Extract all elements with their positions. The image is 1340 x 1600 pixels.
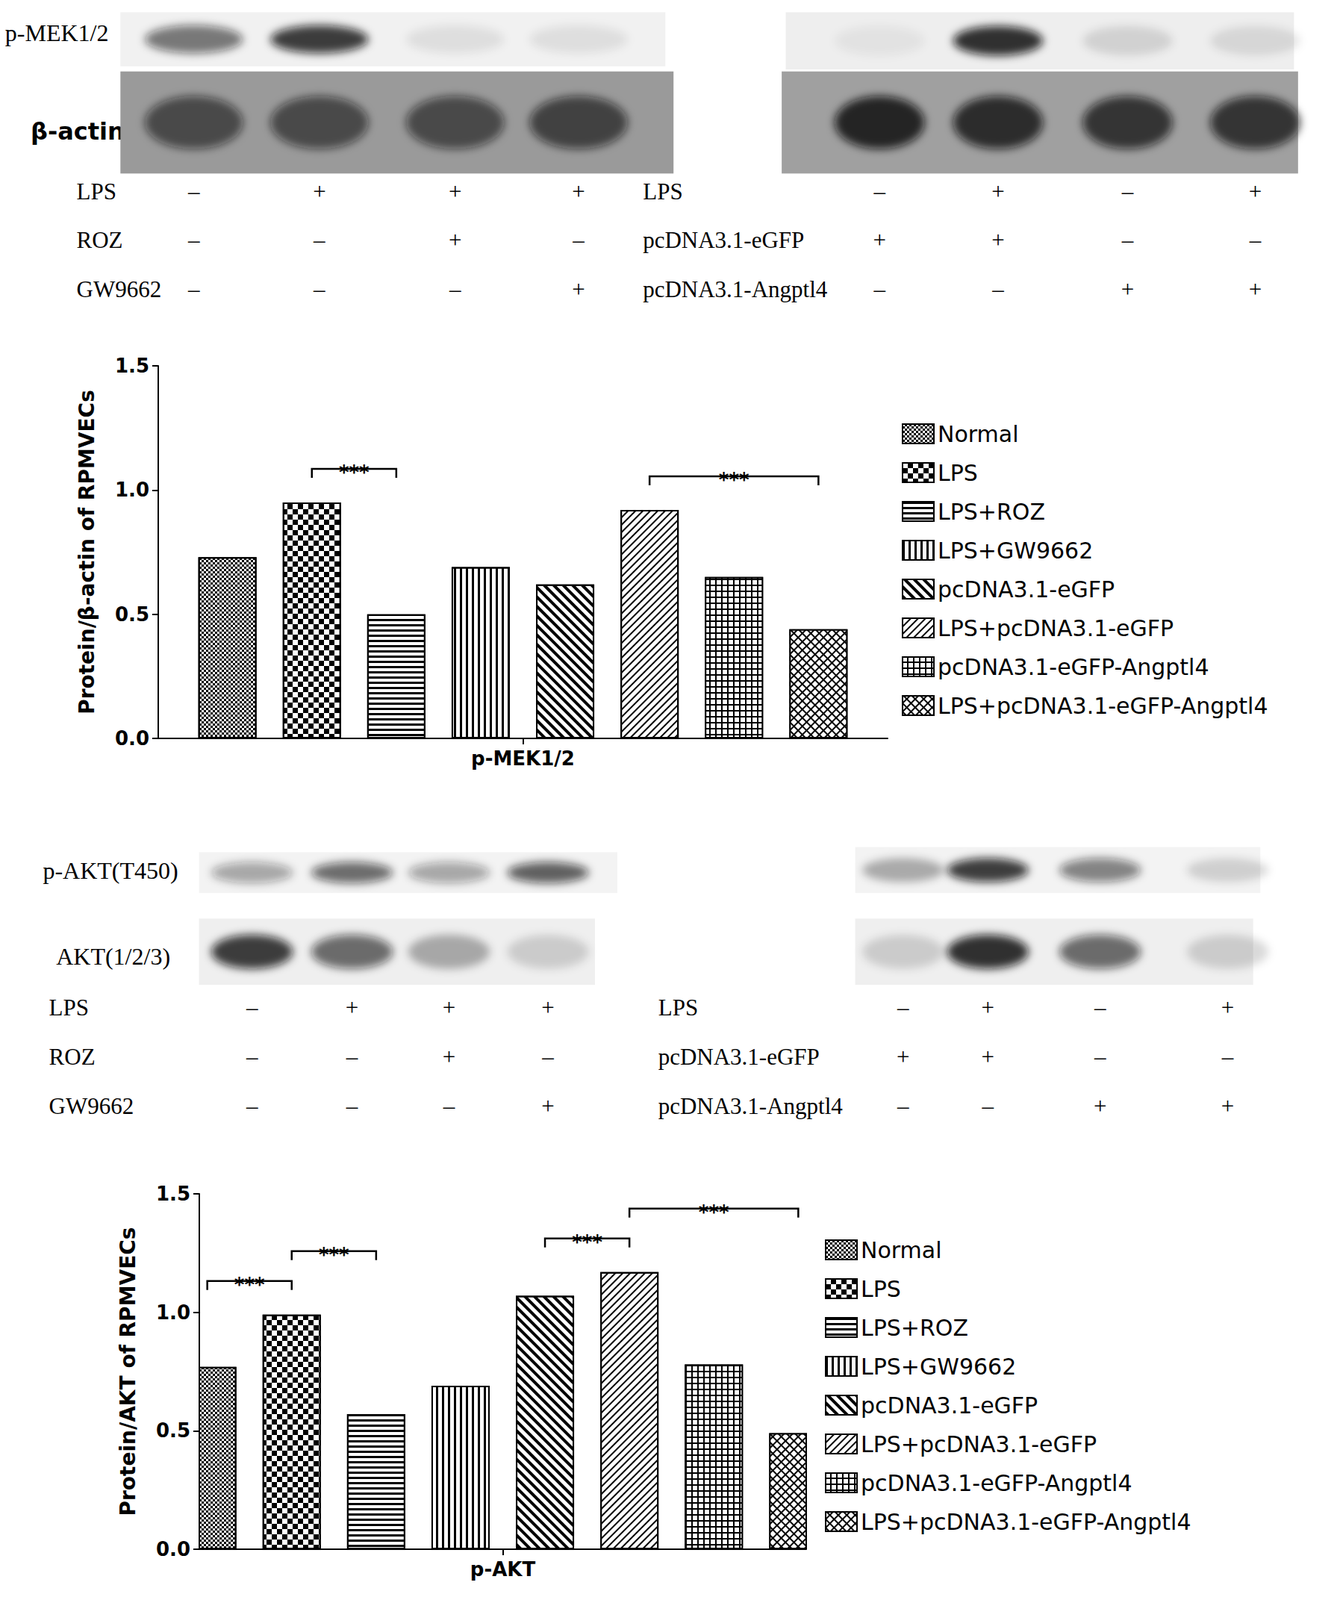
svg-text:–: – — [896, 1092, 910, 1120]
svg-text:LPS: LPS — [49, 994, 89, 1021]
svg-text:–: – — [1248, 226, 1262, 254]
svg-text:LPS+GW9662: LPS+GW9662 — [860, 1353, 1017, 1380]
svg-text:p-AKT(T450): p-AKT(T450) — [42, 857, 178, 884]
svg-text:+: + — [896, 1043, 910, 1070]
svg-text:+: + — [1248, 276, 1262, 303]
svg-text:+: + — [541, 1092, 554, 1120]
svg-text:–: – — [571, 226, 585, 254]
svg-text:LPS+GW9662: LPS+GW9662 — [937, 537, 1093, 564]
svg-text:–: – — [1221, 1043, 1234, 1070]
svg-text:LPS+pcDNA3.1-eGFP-Angptl4: LPS+pcDNA3.1-eGFP-Angptl4 — [860, 1508, 1192, 1535]
svg-text:p-AKT: p-AKT — [470, 1557, 536, 1581]
svg-text:+: + — [991, 226, 1005, 254]
svg-text:ROZ: ROZ — [49, 1043, 96, 1070]
svg-text:–: – — [896, 994, 910, 1021]
svg-text:LPS+ROZ: LPS+ROZ — [937, 498, 1046, 525]
svg-text:GW9662: GW9662 — [76, 276, 162, 303]
svg-text:–: – — [312, 276, 326, 303]
svg-text:1.5: 1.5 — [156, 1182, 191, 1205]
svg-text:+: + — [571, 276, 585, 303]
svg-text:–: – — [981, 1092, 995, 1120]
svg-text:LPS+ROZ: LPS+ROZ — [860, 1314, 969, 1341]
svg-text:***: *** — [234, 1273, 266, 1296]
svg-text:0.5: 0.5 — [156, 1419, 191, 1442]
svg-text:1.0: 1.0 — [156, 1301, 191, 1324]
svg-text:LPS: LPS — [642, 178, 683, 205]
svg-text:***: *** — [718, 468, 750, 492]
svg-text:–: – — [1121, 226, 1134, 254]
svg-text:pcDNA3.1-eGFP: pcDNA3.1-eGFP — [860, 1392, 1038, 1419]
svg-text:+: + — [1221, 994, 1234, 1021]
svg-text:Normal: Normal — [860, 1236, 943, 1264]
svg-text:1.5: 1.5 — [114, 354, 150, 377]
svg-text:0.0: 0.0 — [156, 1537, 191, 1561]
svg-text:1.0: 1.0 — [114, 478, 150, 501]
svg-text:p-MEK1/2: p-MEK1/2 — [471, 747, 575, 770]
svg-text:ROZ: ROZ — [76, 226, 124, 254]
svg-text:–: – — [187, 226, 201, 254]
svg-text:GW9662: GW9662 — [49, 1092, 135, 1120]
svg-text:–: – — [991, 276, 1005, 303]
svg-text:–: – — [245, 994, 259, 1021]
svg-text:–: – — [442, 1092, 456, 1120]
svg-text:LPS+pcDNA3.1-eGFP-Angptl4: LPS+pcDNA3.1-eGFP-Angptl4 — [937, 692, 1269, 719]
svg-text:–: – — [345, 1043, 359, 1070]
svg-text:pcDNA3.1-eGFP: pcDNA3.1-eGFP — [937, 576, 1115, 603]
svg-text:LPS: LPS — [658, 994, 698, 1021]
svg-text:LPS: LPS — [860, 1275, 902, 1302]
svg-text:–: – — [187, 178, 201, 205]
svg-text:+: + — [1248, 178, 1262, 205]
svg-text:0.5: 0.5 — [114, 603, 150, 626]
svg-text:–: – — [312, 226, 326, 254]
svg-text:***: *** — [571, 1231, 603, 1254]
svg-text:Protein/β-actin of RPMVECs: Protein/β-actin of RPMVECs — [74, 389, 100, 715]
svg-text:–: – — [1121, 178, 1134, 205]
svg-text:–: – — [187, 276, 201, 303]
svg-text:–: – — [873, 276, 887, 303]
svg-text:Protein/AKT of RPMVECs: Protein/AKT of RPMVECs — [115, 1226, 141, 1516]
svg-text:pcDNA3.1-eGFP-Angptl4: pcDNA3.1-eGFP-Angptl4 — [937, 653, 1210, 681]
svg-text:pcDNA3.1-eGFP-Angptl4: pcDNA3.1-eGFP-Angptl4 — [860, 1469, 1133, 1497]
svg-text:LPS+pcDNA3.1-eGFP: LPS+pcDNA3.1-eGFP — [937, 615, 1174, 642]
svg-text:+: + — [1121, 276, 1134, 303]
svg-text:LPS+pcDNA3.1-eGFP: LPS+pcDNA3.1-eGFP — [860, 1431, 1097, 1458]
svg-text:AKT(1/2/3): AKT(1/2/3) — [55, 942, 171, 970]
svg-text:+: + — [571, 178, 585, 205]
svg-text:+: + — [981, 1043, 995, 1070]
svg-text:LPS: LPS — [76, 178, 117, 205]
svg-text:–: – — [873, 178, 887, 205]
svg-text:–: – — [345, 1092, 359, 1120]
svg-text:+: + — [981, 994, 995, 1021]
svg-text:+: + — [991, 178, 1005, 205]
svg-text:+: + — [312, 178, 326, 205]
svg-text:pcDNA3.1-Angptl4: pcDNA3.1-Angptl4 — [642, 276, 828, 303]
svg-text:***: *** — [338, 461, 370, 484]
svg-text:+: + — [1221, 1092, 1234, 1120]
svg-text:+: + — [442, 1043, 456, 1070]
svg-text:β-actin: β-actin — [30, 117, 125, 146]
svg-text:+: + — [442, 994, 456, 1021]
svg-text:–: – — [245, 1043, 259, 1070]
svg-text:–: – — [541, 1043, 554, 1070]
svg-text:–: – — [1093, 1043, 1107, 1070]
svg-text:pcDNA3.1-Angptl4: pcDNA3.1-Angptl4 — [658, 1092, 844, 1120]
svg-text:+: + — [448, 226, 462, 254]
svg-text:+: + — [345, 994, 359, 1021]
svg-text:***: *** — [698, 1201, 730, 1224]
svg-text:–: – — [245, 1092, 259, 1120]
svg-text:+: + — [1093, 1092, 1107, 1120]
svg-text:pcDNA3.1-eGFP: pcDNA3.1-eGFP — [658, 1043, 820, 1070]
svg-text:***: *** — [318, 1243, 350, 1267]
svg-text:0.0: 0.0 — [114, 727, 150, 750]
svg-text:+: + — [448, 178, 462, 205]
svg-text:–: – — [448, 276, 462, 303]
svg-text:p-MEK1/2: p-MEK1/2 — [5, 19, 109, 47]
svg-text:Normal: Normal — [937, 421, 1019, 448]
svg-text:LPS: LPS — [937, 459, 978, 486]
svg-text:+: + — [873, 226, 887, 254]
svg-text:–: – — [1093, 994, 1107, 1021]
svg-text:pcDNA3.1-eGFP: pcDNA3.1-eGFP — [642, 226, 804, 254]
svg-text:+: + — [541, 994, 554, 1021]
